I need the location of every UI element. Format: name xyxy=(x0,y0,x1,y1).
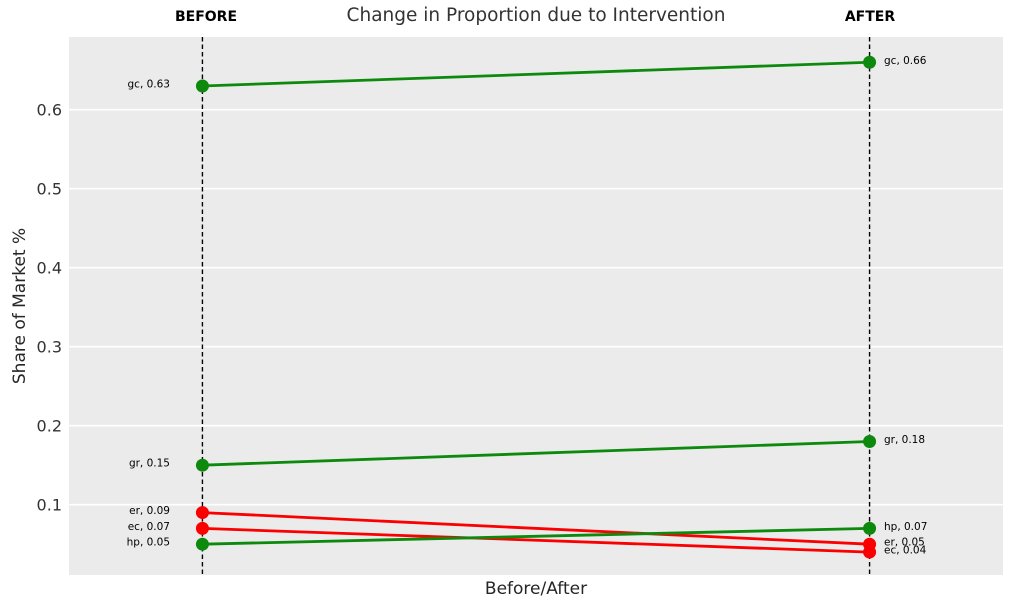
ytick-label-0.2: 0.2 xyxy=(37,417,62,436)
point-label-gr-after: gr, 0.18 xyxy=(884,434,925,446)
column-label-before: BEFORE xyxy=(174,9,238,25)
point-gr-after xyxy=(863,434,877,448)
point-label-er-before: er, 0.09 xyxy=(129,505,170,517)
point-ec-before xyxy=(195,521,209,535)
series-line-gr xyxy=(202,440,870,467)
ytick-label-0.5: 0.5 xyxy=(37,180,62,199)
point-ec-after xyxy=(863,545,877,559)
point-gc-after xyxy=(863,55,877,69)
point-label-ec-before: ec, 0.07 xyxy=(128,521,170,533)
ytick-label-0.6: 0.6 xyxy=(37,101,62,120)
series-line-gc xyxy=(202,60,870,88)
point-label-gr-before: gr, 0.15 xyxy=(129,458,170,470)
plot-panel xyxy=(69,37,1003,575)
series-line-ec xyxy=(202,526,870,554)
point-label-er-after: er, 0.05 xyxy=(884,537,925,549)
point-hp-after xyxy=(863,521,877,535)
y-axis-label: Share of Market % xyxy=(10,227,30,385)
ytick-label-0.4: 0.4 xyxy=(37,259,62,278)
point-label-ec-after: ec, 0.04 xyxy=(884,545,927,557)
column-label-after: AFTER xyxy=(844,9,896,25)
point-label-hp-before: hp, 0.05 xyxy=(127,537,170,549)
chart-title: Change in Proportion due to Intervention xyxy=(346,5,726,26)
ytick-label-0.3: 0.3 xyxy=(37,338,62,357)
point-er-before xyxy=(195,506,209,520)
point-hp-before xyxy=(195,537,209,551)
ytick-label-0.1: 0.1 xyxy=(37,496,62,515)
point-gr-before xyxy=(195,458,209,472)
point-label-gc-after: gc, 0.66 xyxy=(884,55,927,67)
x-axis-label: Before/After xyxy=(484,579,588,599)
point-label-gc-before: gc, 0.63 xyxy=(128,78,171,90)
point-gc-before xyxy=(195,79,209,93)
series-line-hp xyxy=(202,526,870,546)
point-label-hp-after: hp, 0.07 xyxy=(884,521,927,533)
series-line-er xyxy=(202,511,870,546)
